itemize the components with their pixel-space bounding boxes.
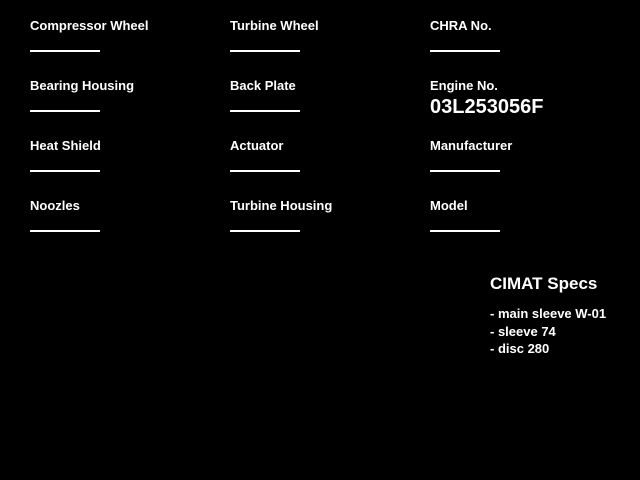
field-label: Turbine Wheel [230, 18, 319, 33]
field-underline[interactable] [230, 50, 300, 52]
field-label: Turbine Housing [230, 198, 333, 213]
engine-no-value[interactable]: 03L253056F [430, 96, 544, 118]
field-label: CHRA No. [430, 18, 492, 33]
field-label: Back Plate [230, 78, 296, 93]
field-underline[interactable] [230, 170, 300, 172]
field-chra-no: CHRA No. [430, 18, 625, 78]
form-column-middle: Turbine Wheel Back Plate Actuator Turbin… [230, 18, 425, 258]
cimat-specs-panel: CIMAT Specs - main sleeve W-01 - sleeve … [490, 274, 606, 358]
spec-item-sleeve: - sleeve 74 [490, 323, 556, 339]
field-underline[interactable] [230, 110, 300, 112]
cimat-specs-list: - main sleeve W-01 - sleeve 74 - disc 28… [490, 305, 606, 358]
spec-item-disc: - disc 280 [490, 341, 550, 356]
field-underline[interactable] [430, 170, 500, 172]
field-turbine-wheel: Turbine Wheel [230, 18, 425, 78]
field-label: Engine No. [430, 78, 498, 93]
spec-item-main-sleeve: - main sleeve W-01 [490, 306, 607, 321]
field-compressor-wheel: Compressor Wheel [30, 18, 225, 78]
field-heat-shield: Heat Shield [30, 138, 225, 198]
field-model: Model [430, 198, 625, 258]
field-label: Actuator [230, 138, 284, 153]
field-bearing-housing: Bearing Housing [30, 78, 225, 138]
form-column-right: CHRA No. Engine No. 03L253056F Manufactu… [430, 18, 625, 258]
field-turbine-housing: Turbine Housing [230, 198, 425, 258]
field-label: Compressor Wheel [30, 18, 149, 33]
field-label: Bearing Housing [30, 78, 135, 93]
field-label: Noozles [30, 198, 80, 213]
field-underline[interactable] [30, 230, 100, 232]
field-label: Model [430, 198, 468, 213]
field-underline[interactable] [30, 170, 100, 172]
field-label: Heat Shield [30, 138, 101, 153]
field-underline[interactable] [30, 110, 100, 112]
field-underline[interactable] [30, 50, 100, 52]
field-engine-no: Engine No. 03L253056F [430, 78, 625, 138]
field-underline[interactable] [230, 230, 300, 232]
cimat-specs-title: CIMAT Specs [490, 274, 598, 293]
form-column-left: Compressor Wheel Bearing Housing Heat Sh… [30, 18, 225, 258]
field-underline[interactable] [430, 230, 500, 232]
field-label: Manufacturer [430, 138, 513, 153]
field-manufacturer: Manufacturer [430, 138, 625, 198]
field-underline[interactable] [430, 50, 500, 52]
field-back-plate: Back Plate [230, 78, 425, 138]
field-actuator: Actuator [230, 138, 425, 198]
field-noozles: Noozles [30, 198, 225, 258]
